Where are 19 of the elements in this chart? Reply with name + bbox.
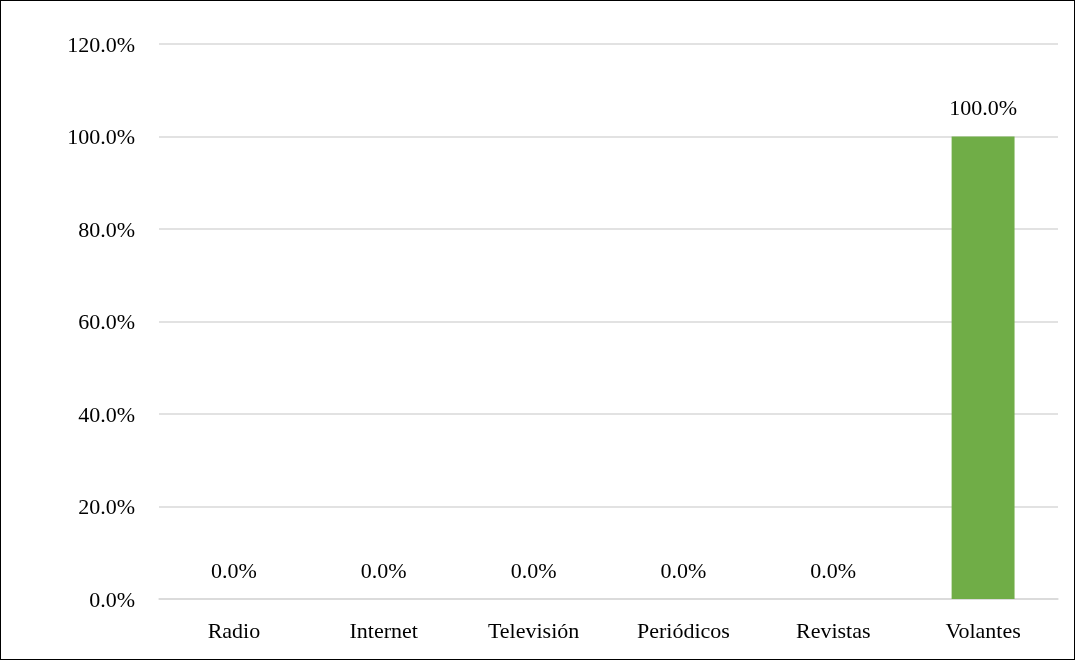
x-tick-label: Radio (207, 617, 261, 643)
data-label: 0.0% (810, 557, 857, 583)
y-tick-label: 80.0% (78, 216, 135, 242)
x-tick-label: Internet (349, 617, 418, 643)
y-tick-label: 100.0% (67, 124, 135, 149)
x-tick-label: Periódicos (636, 617, 730, 643)
data-label: 0.0% (660, 557, 707, 583)
y-tick-label: 60.0% (78, 309, 135, 334)
data-label: 0.0% (510, 557, 557, 583)
x-tick-label: Televisión (487, 617, 580, 643)
x-tick-label: Volantes (945, 617, 1021, 643)
x-tick-label: Revistas (795, 617, 871, 643)
data-label: 0.0% (211, 557, 257, 583)
data-label: 0.0% (360, 557, 407, 583)
y-tick-label: 20.0% (78, 494, 135, 519)
y-tick-label: 40.0% (78, 401, 135, 427)
data-label: 100.0% (949, 95, 1017, 120)
y-tick-label: 120.0% (67, 31, 135, 57)
y-tick-label: 0.0% (89, 586, 135, 612)
